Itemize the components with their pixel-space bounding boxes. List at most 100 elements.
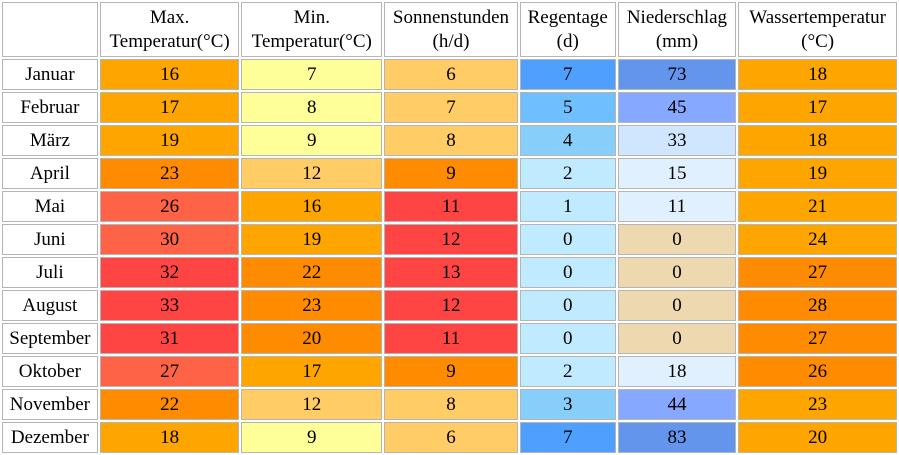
header-label: Min. [293,6,330,28]
header-precipitation: Niederschlag (mm) [617,2,737,57]
header-unit: Temperatur(°C) [251,30,372,52]
sunshine-hours-cell: 8 [384,389,518,420]
precipitation-cell: 18 [617,356,737,387]
water-temperature-cell: 26 [738,356,897,387]
table-row: August 33 23 12 0 0 28 [2,290,897,321]
month-label: Juni [2,224,98,255]
sunshine-hours-cell: 7 [384,92,518,123]
max-temperature-cell: 30 [99,224,240,255]
precipitation-cell: 73 [617,59,737,90]
table-row: Dezember 18 9 6 7 83 20 [2,422,897,453]
sunshine-hours-cell: 9 [384,158,518,189]
water-temperature-cell: 28 [738,290,897,321]
max-temperature-cell: 27 [99,356,240,387]
water-temperature-cell: 20 [738,422,897,453]
precipitation-cell: 0 [617,257,737,288]
table-row: September 31 20 11 0 0 27 [2,323,897,354]
max-temperature-cell: 23 [99,158,240,189]
rain-days-cell: 7 [519,59,616,90]
month-label: September [2,323,98,354]
table-row: Oktober 27 17 9 2 18 26 [2,356,897,387]
precipitation-cell: 33 [617,125,737,156]
month-label: Oktober [2,356,98,387]
month-label: Februar [2,92,98,123]
header-label: Max. [149,6,190,28]
max-temperature-cell: 17 [99,92,240,123]
min-temperature-cell: 12 [241,158,383,189]
min-temperature-cell: 20 [241,323,383,354]
header-min-temperature: Min. Temperatur(°C) [241,2,383,57]
header-label: Sonnenstunden [392,6,510,28]
rain-days-cell: 7 [519,422,616,453]
header-label: Regentage [527,6,608,28]
sunshine-hours-cell: 9 [384,356,518,387]
table-row: Juni 30 19 12 0 0 24 [2,224,897,255]
sunshine-hours-cell: 6 [384,59,518,90]
sunshine-hours-cell: 11 [384,323,518,354]
water-temperature-cell: 27 [738,257,897,288]
header-unit: (°C) [801,30,835,52]
min-temperature-cell: 9 [241,125,383,156]
header-unit: Temperatur(°C) [109,30,230,52]
sunshine-hours-cell: 11 [384,191,518,222]
header-unit: (d) [556,30,579,52]
min-temperature-cell: 17 [241,356,383,387]
min-temperature-cell: 23 [241,290,383,321]
max-temperature-cell: 31 [99,323,240,354]
rain-days-cell: 0 [519,290,616,321]
max-temperature-cell: 18 [99,422,240,453]
water-temperature-cell: 27 [738,323,897,354]
table-row: Mai 26 16 11 1 11 21 [2,191,897,222]
table-body: Januar 16 7 6 7 73 18 Februar 17 8 7 5 45 17 März 19 9 8 4… [2,59,897,453]
month-label: August [2,290,98,321]
rain-days-cell: 0 [519,323,616,354]
table-row: Juli 32 22 13 0 0 27 [2,257,897,288]
rain-days-cell: 2 [519,356,616,387]
min-temperature-cell: 22 [241,257,383,288]
precipitation-cell: 11 [617,191,737,222]
precipitation-cell: 0 [617,290,737,321]
rain-days-cell: 4 [519,125,616,156]
min-temperature-cell: 19 [241,224,383,255]
month-label: November [2,389,98,420]
min-temperature-cell: 12 [241,389,383,420]
sunshine-hours-cell: 12 [384,224,518,255]
header-max-temperature: Max. Temperatur(°C) [99,2,240,57]
header-rain-days: Regentage (d) [519,2,616,57]
precipitation-cell: 0 [617,323,737,354]
precipitation-cell: 15 [617,158,737,189]
min-temperature-cell: 9 [241,422,383,453]
month-label: April [2,158,98,189]
max-temperature-cell: 33 [99,290,240,321]
header-sunshine-hours: Sonnenstunden (h/d) [384,2,518,57]
header-row: Max. Temperatur(°C) Min. Temperatur(°C) … [2,2,897,57]
rain-days-cell: 0 [519,224,616,255]
table-row: November 22 12 8 3 44 23 [2,389,897,420]
header-water-temperature: Wassertemperatur (°C) [738,2,897,57]
table-row: Januar 16 7 6 7 73 18 [2,59,897,90]
month-label: Dezember [2,422,98,453]
water-temperature-cell: 23 [738,389,897,420]
min-temperature-cell: 16 [241,191,383,222]
header-label: Niederschlag [626,6,728,28]
rain-days-cell: 0 [519,257,616,288]
rain-days-cell: 5 [519,92,616,123]
water-temperature-cell: 24 [738,224,897,255]
max-temperature-cell: 32 [99,257,240,288]
table-row: April 23 12 9 2 15 19 [2,158,897,189]
water-temperature-cell: 18 [738,59,897,90]
max-temperature-cell: 16 [99,59,240,90]
sunshine-hours-cell: 12 [384,290,518,321]
water-temperature-cell: 18 [738,125,897,156]
rain-days-cell: 2 [519,158,616,189]
header-label: Wassertemperatur [749,6,886,28]
max-temperature-cell: 26 [99,191,240,222]
header-unit: (mm) [655,30,699,52]
min-temperature-cell: 8 [241,92,383,123]
sunshine-hours-cell: 8 [384,125,518,156]
precipitation-cell: 45 [617,92,737,123]
sunshine-hours-cell: 13 [384,257,518,288]
water-temperature-cell: 19 [738,158,897,189]
table-row: Februar 17 8 7 5 45 17 [2,92,897,123]
